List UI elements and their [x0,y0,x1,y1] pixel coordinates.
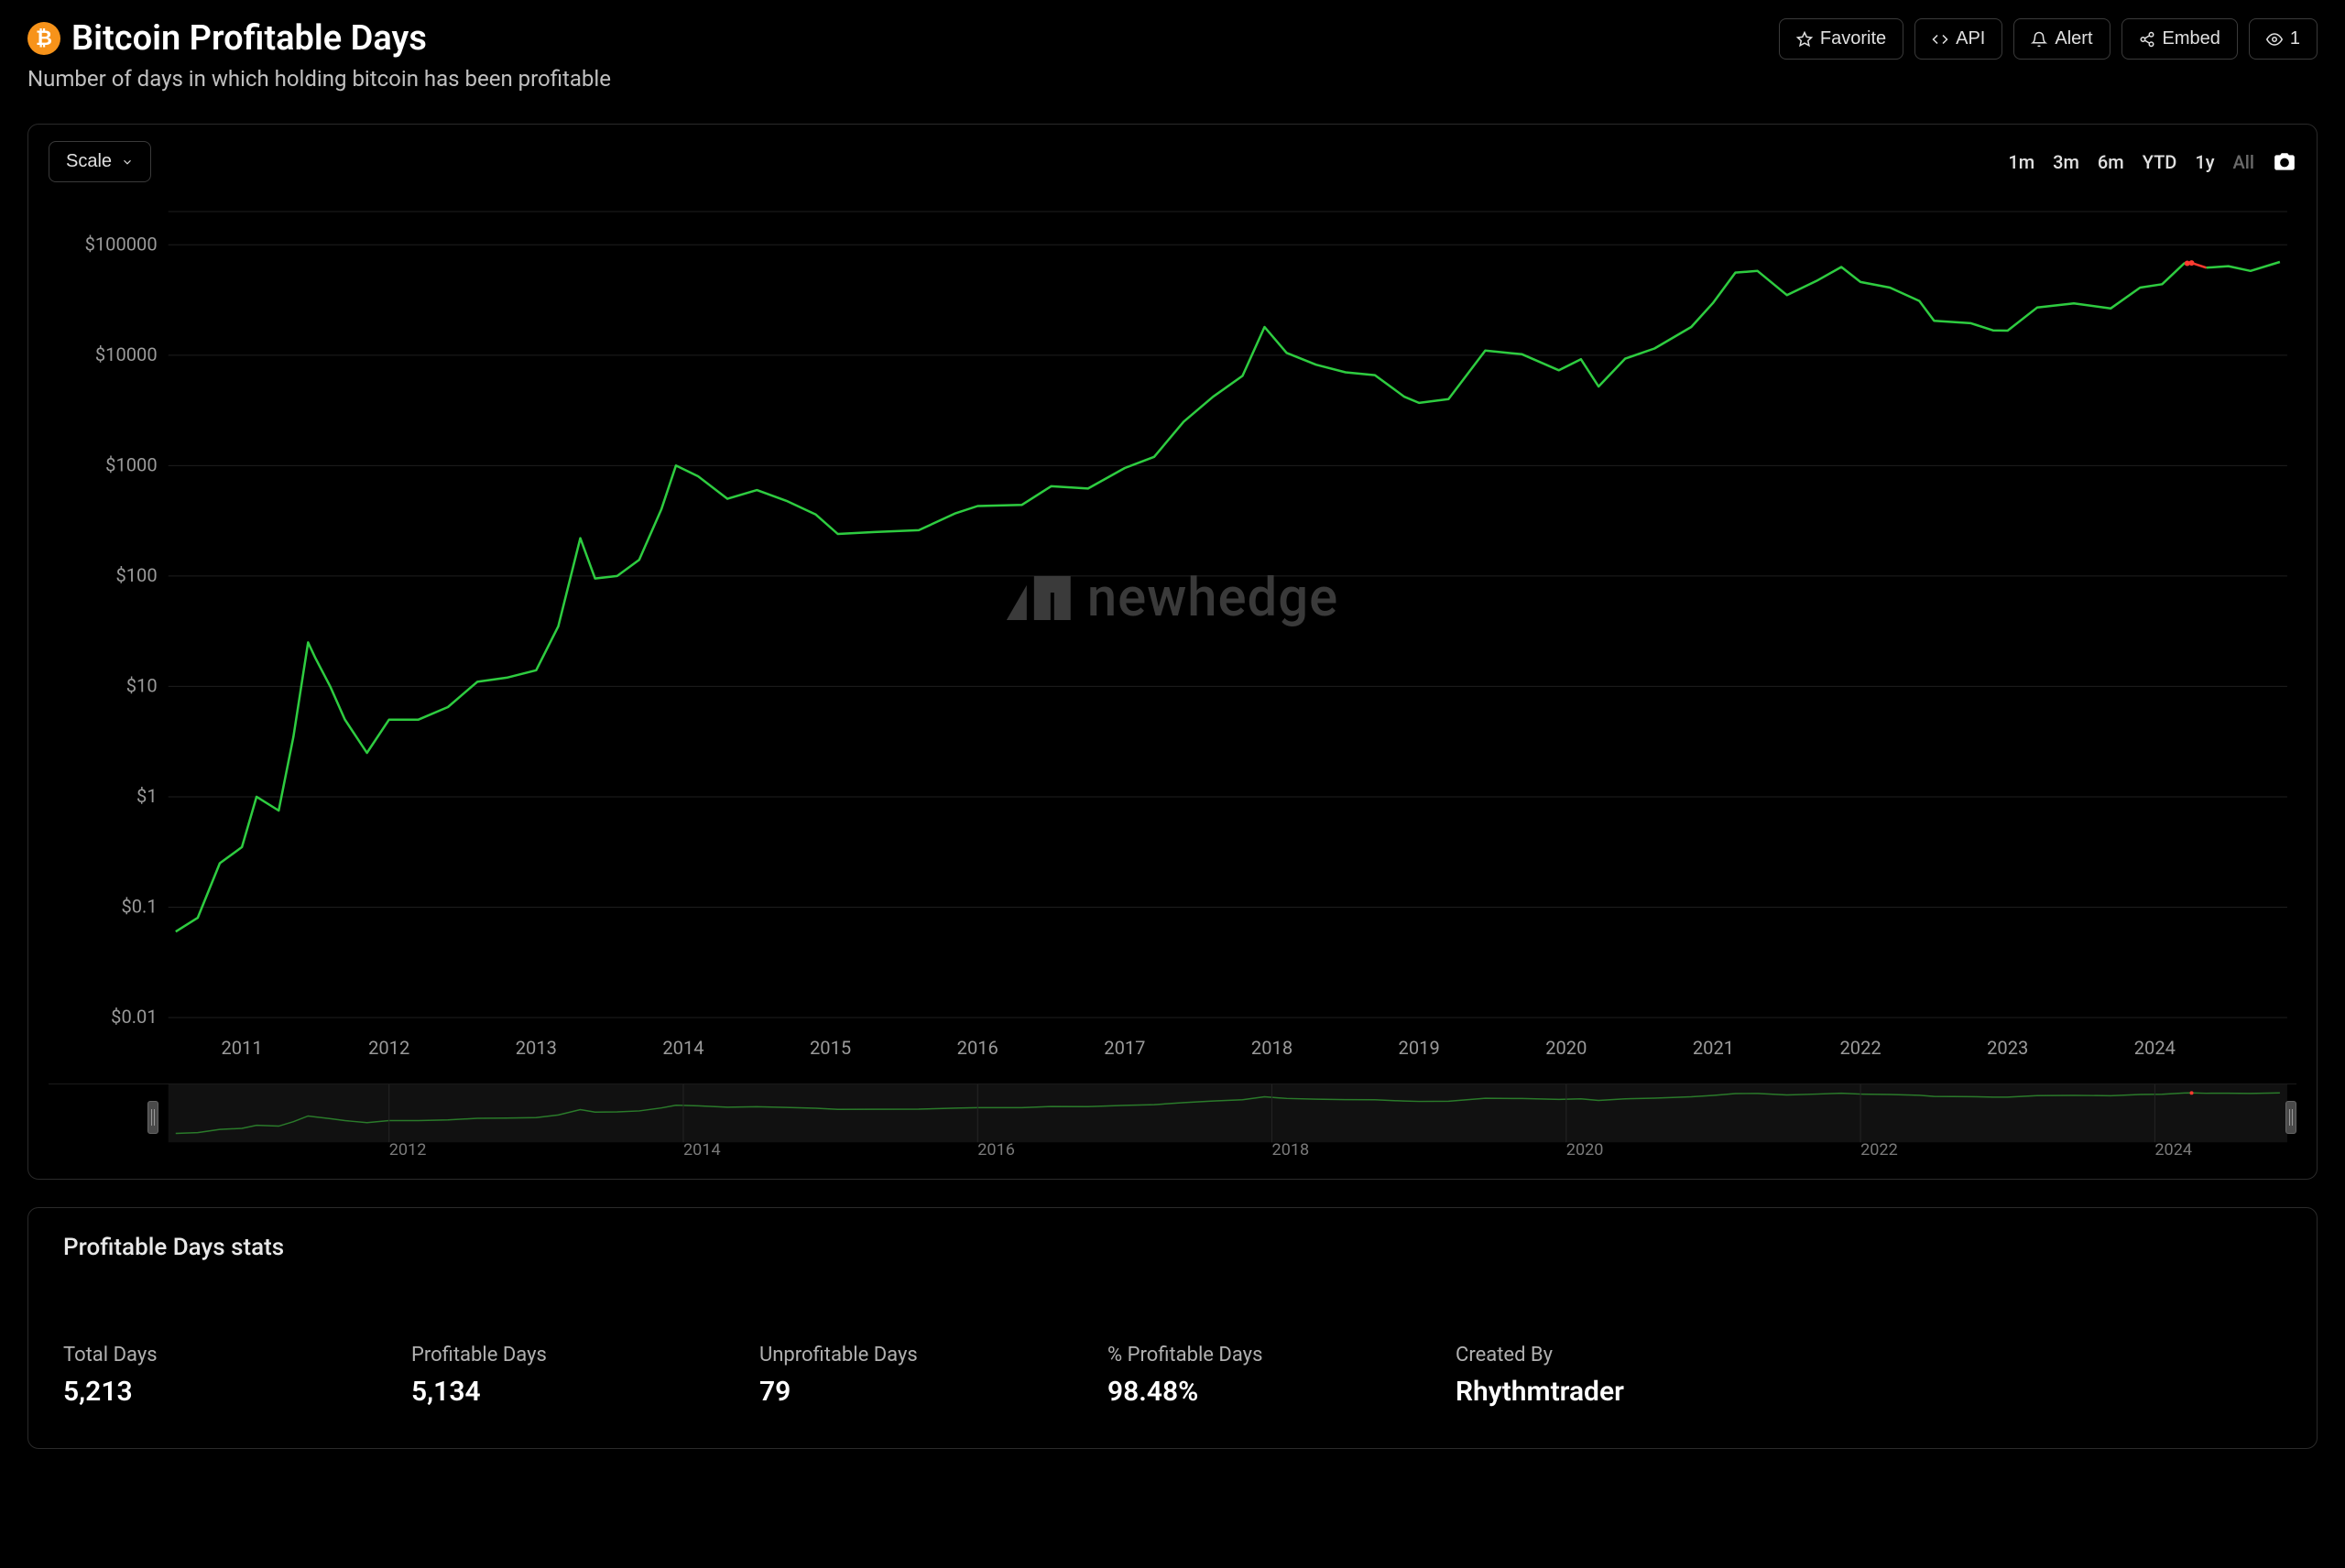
svg-text:2012: 2012 [368,1037,409,1059]
range-3m[interactable]: 3m [2053,151,2079,173]
stat-value: 5,134 [411,1376,649,1408]
navigator-handle-right[interactable] [2285,1101,2296,1134]
svg-text:2012: 2012 [389,1140,427,1159]
stat-label: Unprofitable Days [759,1344,998,1367]
stat-item: Profitable Days 5,134 [411,1344,649,1408]
navigator-handle-left[interactable] [147,1101,158,1134]
range-navigator[interactable]: 2012 2014 2016 2018 2020 2022 2024 [49,1083,2296,1159]
chart-toolbar: Scale 1m 3m 6m YTD 1y All [49,141,2296,182]
page-title: Bitcoin Profitable Days [71,18,427,59]
range-1y[interactable]: 1y [2195,151,2214,173]
embed-label: Embed [2163,28,2220,49]
page-header: ₿ Bitcoin Profitable Days Number of days… [27,18,2318,92]
svg-text:2023: 2023 [1987,1037,2028,1059]
alert-button[interactable]: Alert [2013,18,2110,60]
screenshot-button[interactable] [2273,150,2296,174]
stat-label: Created By [1456,1344,1694,1367]
views-label: 1 [2290,28,2300,49]
stat-value: Rhythmtrader [1456,1376,1694,1408]
svg-text:2024: 2024 [2134,1037,2176,1059]
svg-text:$10000: $10000 [95,343,158,365]
stats-grid: Total Days 5,213 Profitable Days 5,134 Unpro… [63,1344,2282,1408]
stat-value: 98.48% [1107,1376,1346,1408]
svg-text:2013: 2013 [516,1037,557,1059]
svg-text:2024: 2024 [2154,1140,2192,1159]
code-icon [1932,31,1948,48]
range-1m[interactable]: 1m [2008,151,2034,173]
favorite-button[interactable]: Favorite [1779,18,1903,60]
stat-item: % Profitable Days 98.48% [1107,1344,1346,1408]
svg-text:2021: 2021 [1693,1037,1734,1059]
range-all[interactable]: All [2233,151,2254,173]
api-button[interactable]: API [1914,18,2002,60]
stat-value: 79 [759,1376,998,1408]
stat-item: Total Days 5,213 [63,1344,301,1408]
stats-card: Profitable Days stats Total Days 5,213 Pro… [27,1207,2318,1449]
svg-text:$0.01: $0.01 [111,1006,158,1028]
chart-card: Scale 1m3m6mYTD1yAll $0.01$0.1$1$10$100$… [27,124,2318,1180]
bell-icon [2031,31,2047,48]
stat-value: 5,213 [63,1376,301,1408]
page-subtitle: Number of days in which holding bitcoin … [27,66,611,92]
share-icon [2139,31,2155,48]
svg-text:2019: 2019 [1399,1037,1440,1059]
stat-label: Profitable Days [411,1344,649,1367]
range-selector: 1m 3m 6m YTD 1y All [2008,150,2296,174]
chevron-down-icon [121,156,134,169]
svg-text:2011: 2011 [221,1037,262,1059]
svg-text:$1000: $1000 [105,453,158,475]
stat-label: Total Days [63,1344,301,1367]
svg-text:2014: 2014 [662,1037,704,1059]
stat-item: Created By Rhythmtrader [1456,1344,1694,1408]
svg-text:2018: 2018 [1251,1037,1292,1059]
range-6m[interactable]: 6m [2098,151,2124,173]
eye-icon [2266,31,2283,48]
svg-text:2022: 2022 [1860,1140,1898,1159]
svg-text:2017: 2017 [1104,1037,1145,1059]
range-ytd[interactable]: YTD [2143,151,2177,173]
svg-text:2018: 2018 [1272,1140,1310,1159]
stats-title: Profitable Days stats [63,1234,2282,1261]
svg-text:2016: 2016 [977,1140,1015,1159]
stat-label: % Profitable Days [1107,1344,1346,1367]
svg-text:2020: 2020 [1566,1140,1604,1159]
camera-icon [2273,150,2296,174]
api-label: API [1956,28,1985,49]
svg-text:2015: 2015 [810,1037,851,1059]
star-icon [1796,31,1813,48]
title-block: ₿ Bitcoin Profitable Days Number of days… [27,18,611,92]
svg-text:$100: $100 [115,564,157,586]
action-buttons: Favorite API Alert Embed 1 [1779,18,2318,60]
bitcoin-icon: ₿ [27,22,60,55]
alert-label: Alert [2055,28,2092,49]
scale-label: Scale [66,151,112,172]
svg-text:$0.1: $0.1 [121,896,157,918]
svg-text:2022: 2022 [1839,1037,1881,1059]
svg-text:2014: 2014 [683,1140,721,1159]
views-button[interactable]: 1 [2249,18,2318,60]
stat-item: Unprofitable Days 79 [759,1344,998,1408]
svg-text:$10: $10 [126,674,158,696]
svg-text:$100000: $100000 [85,233,158,255]
scale-button[interactable]: Scale [49,141,151,182]
main-chart[interactable]: $0.01 $0.1 $1 $10 $100 $1000 $10000 $100000 2011… [49,193,2296,1073]
svg-text:2016: 2016 [957,1037,998,1059]
svg-text:$1: $1 [136,785,158,807]
embed-button[interactable]: Embed [2121,18,2238,60]
svg-text:2020: 2020 [1545,1037,1587,1059]
favorite-label: Favorite [1820,28,1886,49]
